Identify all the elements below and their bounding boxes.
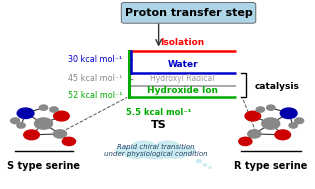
Circle shape: [39, 105, 48, 110]
Ellipse shape: [135, 145, 177, 159]
Circle shape: [239, 137, 252, 146]
Circle shape: [275, 130, 290, 140]
Ellipse shape: [116, 147, 133, 155]
Ellipse shape: [156, 141, 179, 150]
Circle shape: [17, 108, 34, 119]
Text: R type serine: R type serine: [234, 161, 307, 171]
Circle shape: [196, 159, 202, 163]
Circle shape: [35, 118, 53, 129]
Circle shape: [24, 130, 39, 140]
Circle shape: [11, 118, 20, 124]
Text: 52 kcal mol⁻¹: 52 kcal mol⁻¹: [68, 91, 123, 100]
Text: Hydroxyl Radical: Hydroxyl Radical: [150, 74, 215, 83]
Ellipse shape: [123, 147, 149, 158]
Text: 45 kcal mol⁻¹: 45 kcal mol⁻¹: [68, 74, 123, 83]
Circle shape: [54, 111, 69, 121]
Text: 5.5 kcal mol⁻¹: 5.5 kcal mol⁻¹: [126, 108, 191, 117]
Ellipse shape: [133, 141, 155, 150]
Circle shape: [262, 118, 280, 129]
Ellipse shape: [162, 147, 188, 158]
Circle shape: [295, 118, 304, 124]
Circle shape: [280, 108, 297, 119]
Text: TS: TS: [151, 120, 167, 130]
Circle shape: [245, 111, 261, 121]
Text: Isolation: Isolation: [160, 38, 205, 47]
Circle shape: [248, 130, 261, 138]
Circle shape: [203, 163, 207, 166]
Text: Proton transfer step: Proton transfer step: [125, 8, 252, 18]
Circle shape: [62, 137, 76, 146]
Text: Hydroxide Ion: Hydroxide Ion: [147, 85, 218, 94]
Text: catalysis: catalysis: [254, 82, 299, 91]
Circle shape: [256, 107, 265, 112]
Circle shape: [266, 105, 275, 110]
Circle shape: [209, 167, 212, 169]
Circle shape: [50, 107, 58, 112]
Text: 30 kcal mol⁻¹: 30 kcal mol⁻¹: [68, 55, 123, 64]
Circle shape: [289, 123, 297, 128]
Ellipse shape: [179, 147, 195, 155]
FancyBboxPatch shape: [121, 3, 256, 23]
Circle shape: [17, 123, 25, 128]
Text: Water: Water: [167, 60, 198, 69]
Circle shape: [53, 130, 66, 138]
Text: Rapid chiral transition
under physiological condition: Rapid chiral transition under physiologi…: [104, 144, 208, 157]
Text: S type serine: S type serine: [7, 161, 80, 171]
